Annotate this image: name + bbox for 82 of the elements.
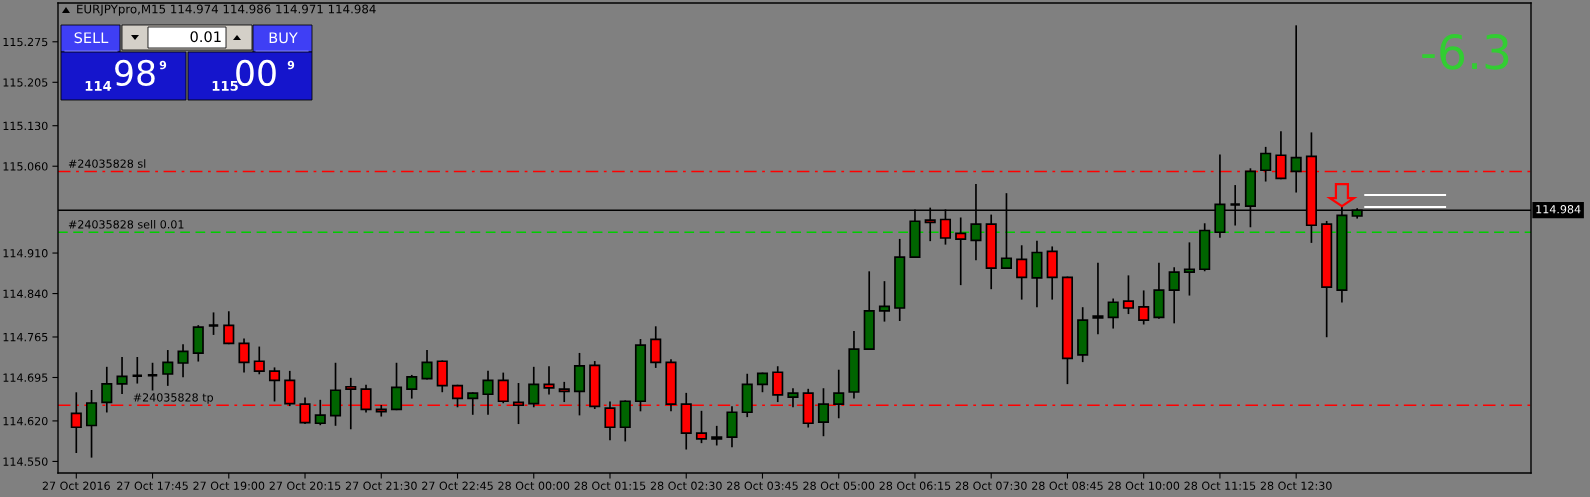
- annotation: 98: [115, 59, 155, 87]
- annotation: SELL: [74, 32, 109, 44]
- annotation: 9: [159, 60, 167, 70]
- x-tick-label: 27 Oct 20:15: [269, 481, 341, 490]
- ref-line-label: 114.984: [1536, 205, 1581, 214]
- candlestick: [878, 281, 891, 322]
- x-tick-label: 28 Oct 05:00: [803, 481, 875, 490]
- text: -6.3: [1422, 33, 1509, 70]
- y-tick-label: 114.695: [3, 373, 48, 382]
- x-tick-label: 28 Oct 12:30: [1260, 481, 1332, 490]
- y-tick-label: 115.060: [3, 162, 48, 171]
- candlestick: [543, 366, 555, 395]
- candlestick: [116, 356, 128, 394]
- ref-line-label: #24035828 sl: [68, 159, 146, 168]
- chart-title: EURJPYpro,M15 114.974 114.986 114.971 114.984: [77, 4, 376, 16]
- x-tick-label: 27 Oct 22:45: [422, 481, 493, 490]
- candlestick: [162, 350, 174, 386]
- x-tick-label: 27 Oct 17:45: [117, 481, 188, 490]
- x-tick-label: 28 Oct 08:45: [1032, 481, 1103, 490]
- x-tick-label: 28 Oct 00:00: [498, 481, 570, 490]
- candlestick: [1122, 275, 1135, 315]
- candlestick: [223, 311, 235, 345]
- candlestick: [1168, 267, 1180, 324]
- x-tick-label: 28 Oct 11:15: [1184, 481, 1256, 490]
- annotation: 115: [212, 81, 238, 91]
- candlestick: [314, 399, 326, 426]
- candlestick: [528, 366, 540, 408]
- candlestick: [1183, 242, 1195, 296]
- y-tick-label: 115.130: [3, 121, 48, 131]
- y-tick-label: 114.840: [3, 289, 48, 298]
- annotation: 0.01: [190, 31, 221, 43]
- candlestick: [101, 366, 113, 413]
- candlestick: [421, 350, 433, 380]
- y-tick-label: 114.910: [3, 249, 48, 258]
- candlestick: [650, 326, 662, 368]
- candlestick: [1092, 262, 1104, 335]
- candlestick: [1290, 25, 1302, 193]
- x-tick-label: 27 Oct 19:00: [193, 481, 265, 490]
- x-tick-label: 28 Oct 07:30: [955, 481, 1027, 490]
- candlestick: [253, 346, 265, 375]
- y-tick-label: 114.550: [3, 457, 48, 466]
- y-tick-label: 115.275: [3, 37, 48, 47]
- candlestick: [558, 381, 570, 403]
- x-tick-label: 28 Oct 06:15: [879, 481, 951, 490]
- annotation: 00: [236, 59, 276, 87]
- x-tick-label: 27 Oct 2016: [42, 481, 110, 490]
- x-tick-label: 28 Oct 10:00: [1108, 481, 1180, 490]
- candlestick: [817, 388, 830, 437]
- candlestick: [131, 356, 144, 384]
- candlestick: [482, 370, 494, 415]
- candlestick: [238, 338, 250, 373]
- x-tick-label: 28 Oct 01:15: [574, 481, 646, 490]
- candlestick: [955, 217, 967, 286]
- candlestick: [497, 372, 509, 404]
- y-tick-label: 114.765: [3, 332, 48, 342]
- x-tick-label: 28 Oct 03:45: [727, 481, 798, 490]
- candlestick: [711, 425, 723, 446]
- candlestick: [695, 410, 708, 444]
- candlestick: [787, 388, 799, 408]
- candlestick: [146, 362, 159, 391]
- y-tick-label: 115.205: [3, 78, 48, 87]
- candlestick: [1107, 298, 1119, 329]
- annotation: BUY: [269, 32, 298, 44]
- ref-line-label: #24035828 sell 0.01: [68, 219, 184, 229]
- candlestick: [207, 312, 220, 335]
- candlestick: [833, 369, 845, 419]
- candlestick: [177, 344, 189, 378]
- candlestick: [268, 367, 281, 402]
- x-tick-label: 28 Oct 02:30: [650, 481, 722, 490]
- candlestick: [1260, 146, 1272, 182]
- candlestick: [772, 366, 784, 403]
- candlestick: [467, 392, 479, 415]
- candlestick: [390, 362, 403, 411]
- candlestick: [85, 389, 98, 458]
- ref-line-label: #24035828 tp: [133, 393, 213, 404]
- y-tick-label: 114.620: [3, 416, 48, 426]
- candlestick: [406, 374, 418, 399]
- x-tick-label: 27 Oct 21:30: [345, 481, 417, 490]
- candlestick: [1138, 290, 1150, 325]
- annotation: 9: [287, 60, 295, 70]
- annotation: 114: [85, 81, 112, 91]
- candlestick: [1016, 245, 1028, 300]
